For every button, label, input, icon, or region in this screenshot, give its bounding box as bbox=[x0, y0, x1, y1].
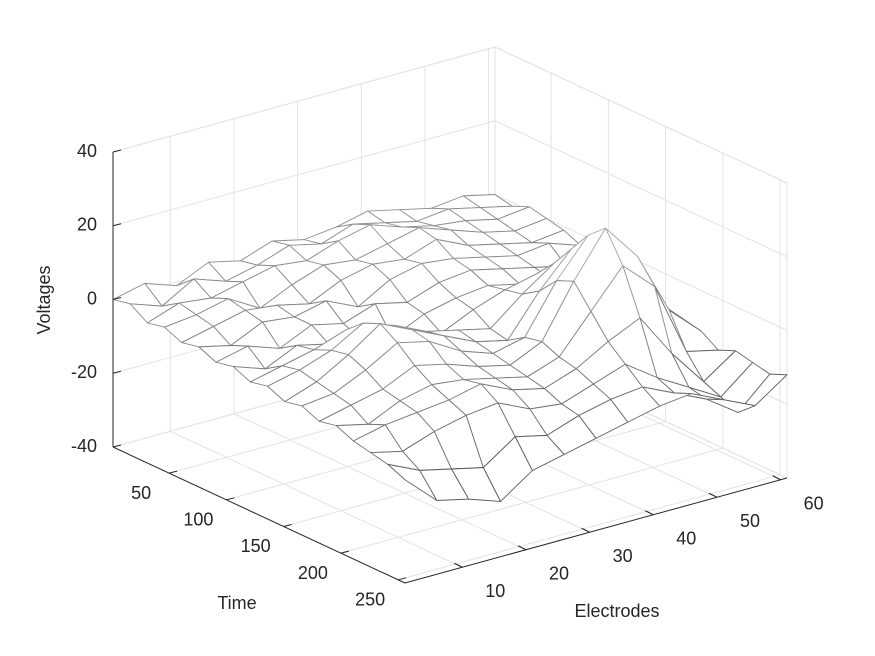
y-tick-label: 250 bbox=[355, 590, 385, 610]
z-tick-label: 40 bbox=[77, 141, 97, 161]
z-tick bbox=[112, 297, 122, 300]
z-axis-label: Voltages bbox=[34, 265, 54, 334]
y-axis-label: Time bbox=[217, 593, 256, 613]
x-tick bbox=[454, 562, 463, 568]
x-tick-label: 60 bbox=[804, 494, 824, 514]
y-tick-label: 200 bbox=[298, 563, 328, 583]
grid-line bbox=[494, 120, 788, 258]
x-tick bbox=[772, 475, 781, 481]
z-tick-label: -40 bbox=[71, 436, 97, 456]
y-tick bbox=[340, 550, 349, 554]
grid-line bbox=[397, 474, 781, 581]
x-tick-label: 50 bbox=[740, 511, 760, 531]
x-axis bbox=[404, 477, 788, 584]
grid-line bbox=[112, 120, 496, 227]
x-tick bbox=[645, 510, 654, 516]
y-axis bbox=[112, 446, 406, 584]
grid-line bbox=[233, 413, 527, 551]
grid-line bbox=[340, 447, 724, 554]
y-tick-label: 150 bbox=[241, 536, 271, 556]
y-tick bbox=[398, 577, 407, 581]
x-tick-label: 30 bbox=[613, 546, 633, 566]
x-tick bbox=[517, 545, 527, 551]
x-axis-label: Electrodes bbox=[574, 601, 659, 621]
x-tick-label: 20 bbox=[549, 564, 569, 584]
mesh-cell bbox=[387, 463, 438, 501]
y-tick-label: 50 bbox=[131, 483, 151, 503]
z-tick-label: 0 bbox=[87, 288, 97, 308]
z-tick bbox=[112, 370, 122, 374]
x-tick-label: 40 bbox=[676, 529, 696, 549]
x-tick bbox=[581, 527, 590, 533]
z-tick-label: 20 bbox=[77, 215, 97, 235]
y-tick bbox=[283, 523, 292, 527]
x-tick-label: 10 bbox=[485, 581, 505, 601]
z-tick bbox=[112, 223, 122, 227]
z-tick bbox=[112, 444, 122, 448]
x-tick bbox=[708, 492, 718, 498]
y-tick bbox=[168, 470, 178, 474]
box-edge bbox=[112, 46, 496, 153]
z-tick bbox=[112, 149, 122, 153]
box-edge bbox=[494, 46, 788, 184]
y-tick bbox=[226, 497, 235, 501]
y-tick-label: 100 bbox=[183, 510, 213, 530]
grid-line bbox=[170, 430, 463, 568]
z-tick-label: -20 bbox=[71, 362, 97, 382]
